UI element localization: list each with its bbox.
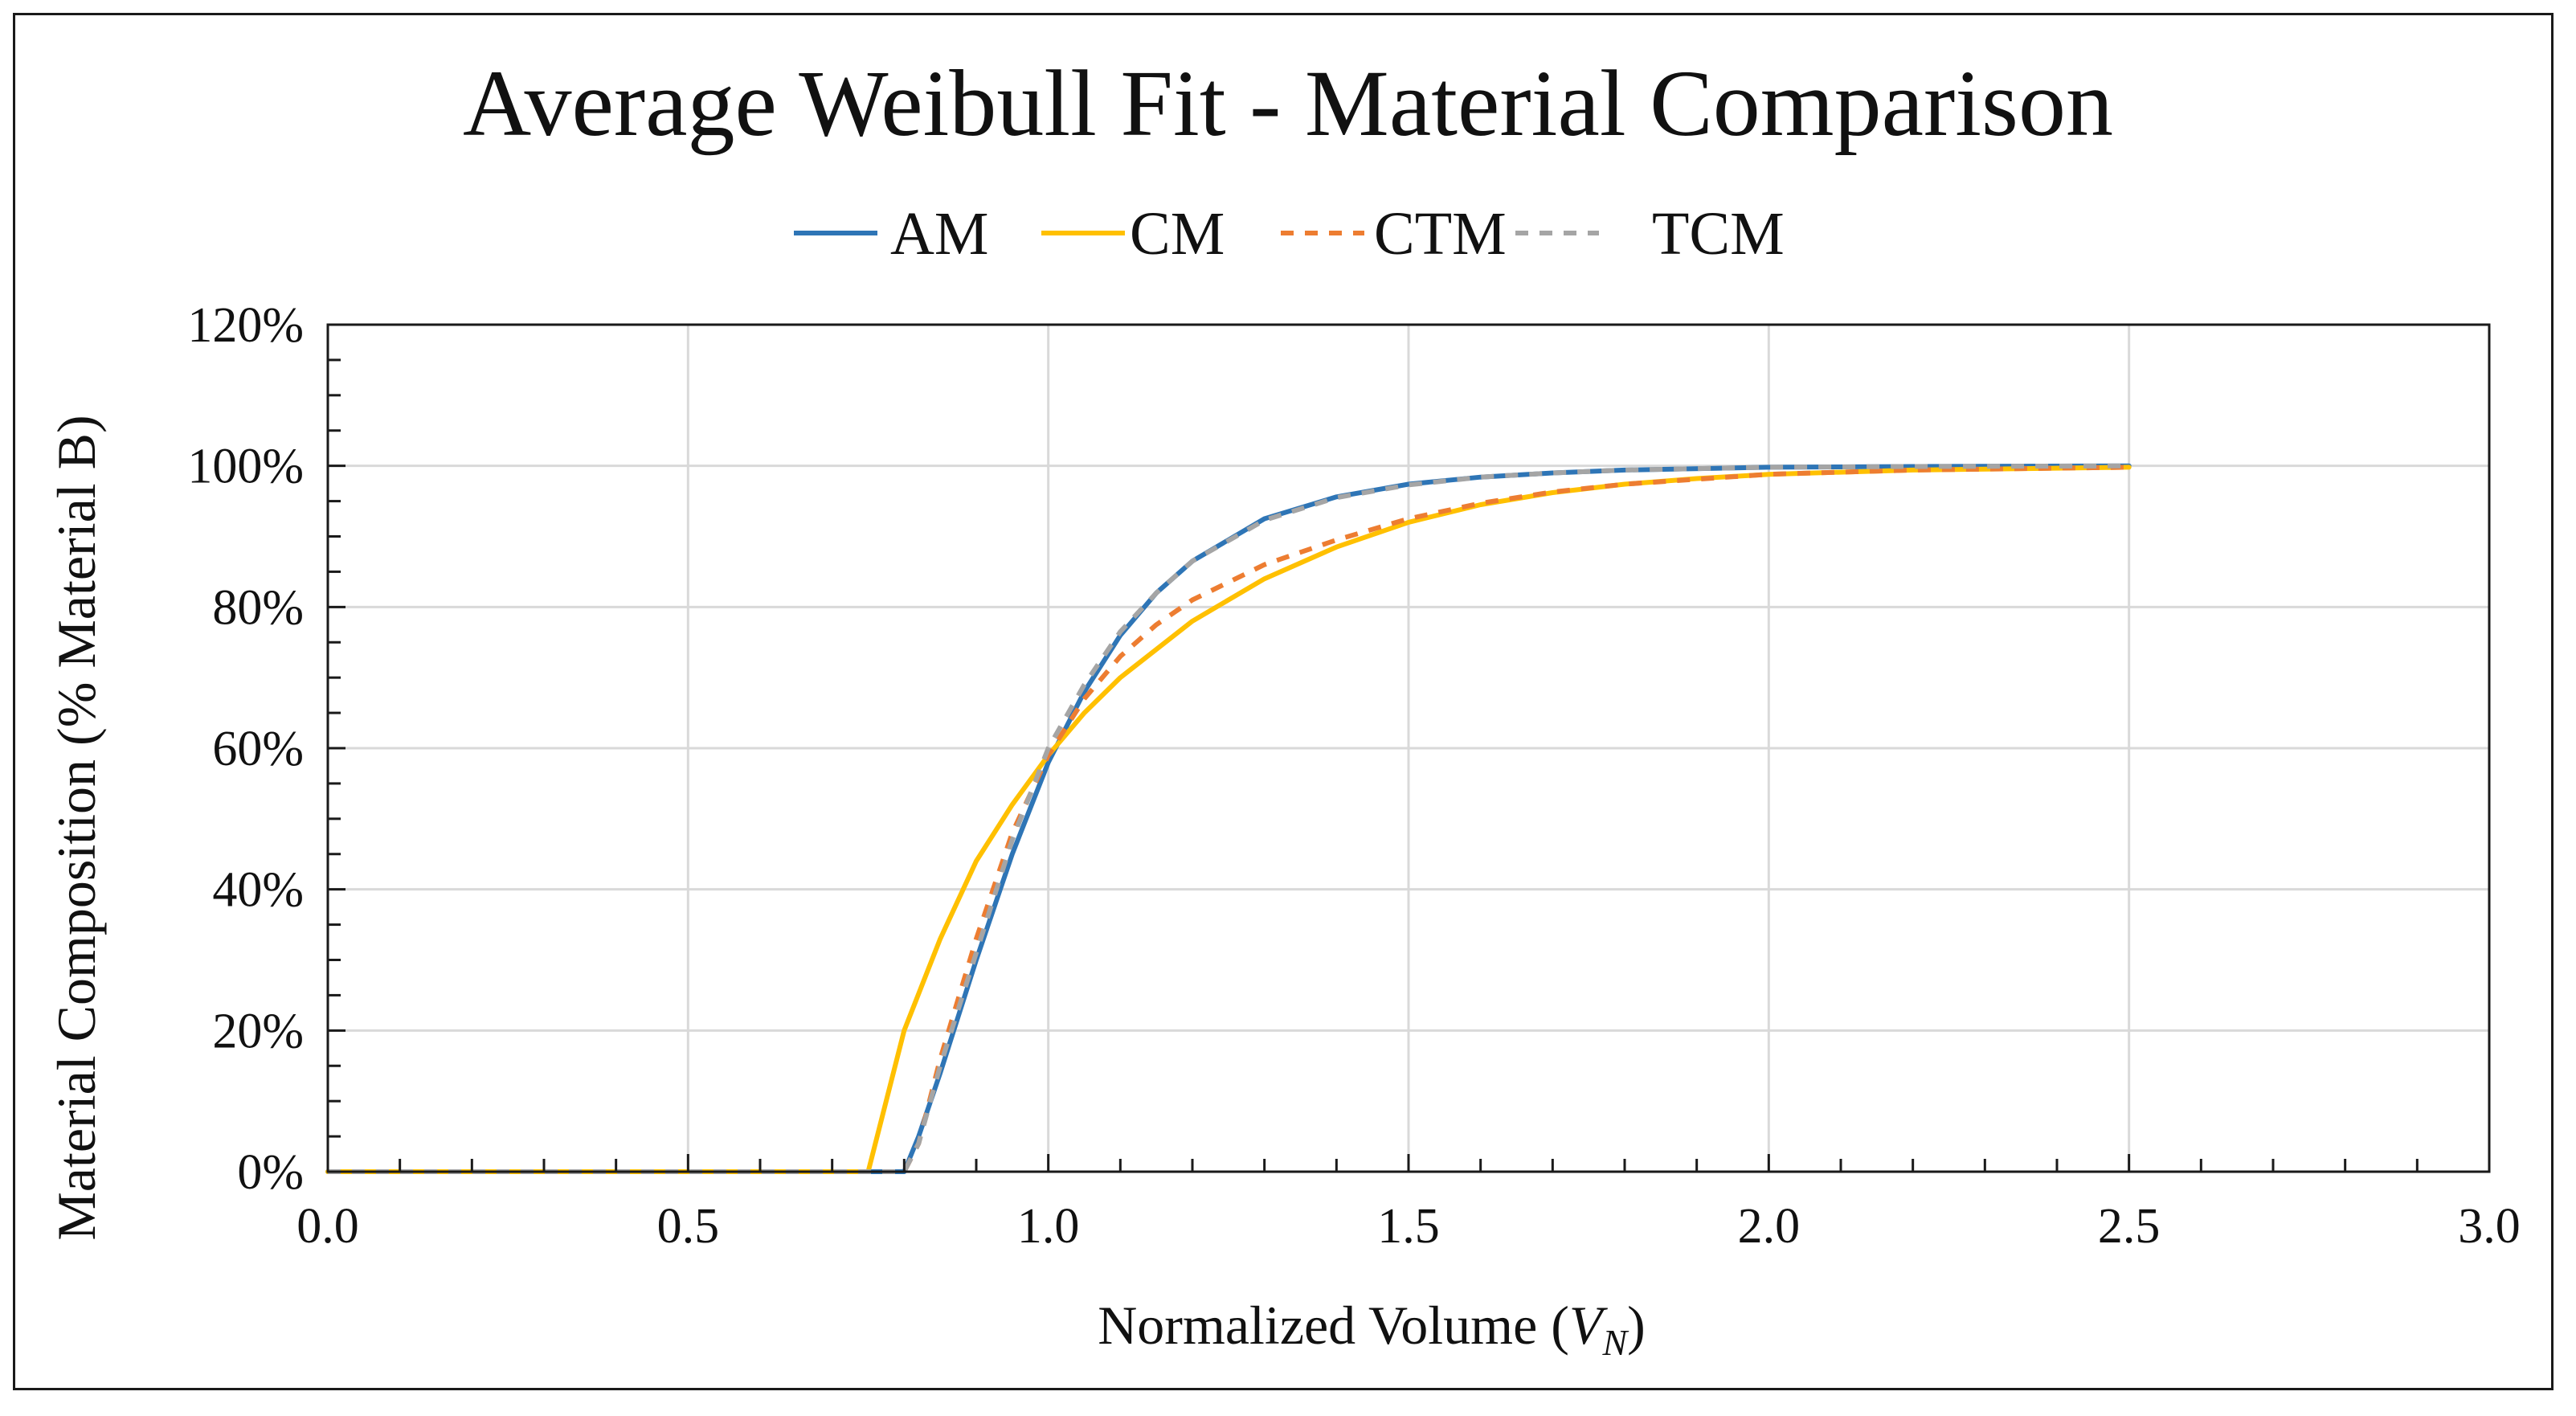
x-tick-label: 0.0 (296, 1199, 359, 1254)
x-axis-title-sub: N (1601, 1322, 1629, 1363)
x-axis-title-prefix: Normalized Volume ( (1098, 1295, 1569, 1356)
y-tick-label: 40% (212, 863, 304, 918)
x-tick-label: 2.0 (1738, 1199, 1801, 1254)
x-tick-label: 1.5 (1377, 1199, 1440, 1254)
legend-label-am: AM (890, 200, 988, 268)
y-tick-label: 120% (187, 298, 304, 353)
y-tick-label: 80% (212, 580, 304, 635)
y-axis-ticks: 0% 20% 40% 60% 80% 100% 120% (187, 298, 304, 1200)
series-line-cm (325, 464, 2132, 1174)
legend-label-cm: CM (1130, 200, 1225, 268)
x-tick-label: 2.5 (2098, 1199, 2161, 1254)
y-axis-title: Material Composition (% Material B) (46, 415, 107, 1240)
chart-legend: AM CM CTM TCM (794, 200, 1785, 268)
y-tick-label: 20% (212, 1004, 304, 1058)
chart-title: Average Weibull Fit - Material Compariso… (463, 51, 2113, 156)
y-tick-label: 60% (212, 722, 304, 776)
series-layer (325, 463, 2132, 1174)
series-line-tcm (328, 463, 2129, 1174)
y-tick-label: 0% (237, 1145, 304, 1200)
x-axis-ticks: 0.0 0.5 1.0 1.5 2.0 2.5 3.0 (296, 1199, 2521, 1254)
gridlines (328, 323, 2491, 1172)
y-tick-label: 100% (187, 440, 304, 494)
x-tick-label: 3.0 (2458, 1199, 2521, 1254)
x-axis-title-var: V (1569, 1295, 1609, 1356)
x-axis-title-suffix: ) (1627, 1295, 1646, 1356)
x-tick-label: 0.5 (657, 1199, 720, 1254)
legend-label-tcm: TCM (1652, 200, 1785, 268)
axes (326, 323, 2491, 1173)
legend-label-ctm: CTM (1374, 200, 1507, 268)
x-axis-title: Normalized Volume (VN) (1098, 1295, 1646, 1363)
x-tick-label: 1.0 (1017, 1199, 1080, 1254)
